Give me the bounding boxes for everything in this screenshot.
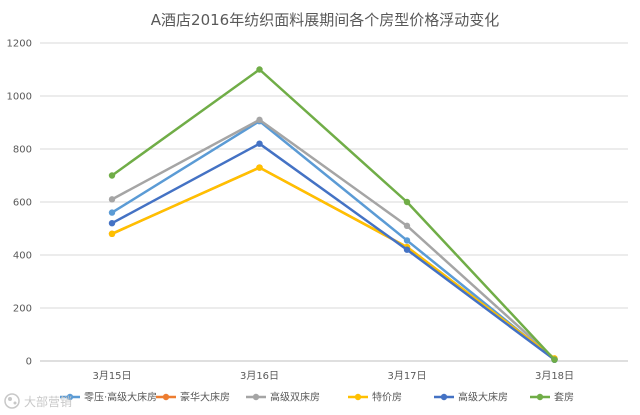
watermark: 大部营销	[4, 393, 72, 409]
legend-label: 套房	[554, 391, 574, 404]
legend-marker	[354, 393, 362, 401]
watermark-text: 大部营销	[24, 394, 72, 409]
watermark-logo-icon	[4, 393, 20, 409]
legend-item: 豪华大床房	[156, 391, 230, 404]
series-line	[111, 119, 556, 361]
x-axis-ticks: 3月15日 3月16日 3月17日 3月18日	[92, 370, 574, 382]
legend-item: 高级双床房	[246, 391, 320, 404]
y-tick-label: 600	[13, 198, 32, 209]
data-point	[403, 198, 411, 206]
data-point	[108, 220, 116, 227]
chart-title: A酒店2016年纺织面料展期间各个房型价格浮动变化	[151, 11, 499, 29]
data-point	[551, 356, 558, 363]
data-point	[256, 164, 263, 171]
y-tick-label: 1000	[7, 92, 32, 103]
series-6	[108, 66, 558, 363]
y-tick-label: 800	[13, 145, 32, 156]
data-point	[403, 246, 411, 253]
legend: 零压·高级大床房 豪华大床房 高级双床房 特价房 高级大床房 套房	[60, 391, 574, 404]
y-tick-label: 1200	[7, 39, 32, 50]
series-line	[111, 118, 556, 360]
legend-label: 高级双床房	[270, 391, 320, 404]
data-point	[256, 116, 263, 124]
legend-item: 特价房	[348, 391, 402, 404]
y-tick-label: 200	[13, 304, 32, 315]
x-tick-label: 3月16日	[240, 370, 279, 382]
data-point	[256, 140, 263, 147]
series-2	[108, 164, 558, 363]
legend-marker	[66, 393, 74, 401]
legend-label: 特价房	[372, 391, 402, 404]
x-tick-label: 3月15日	[92, 370, 131, 382]
data-point	[108, 230, 116, 237]
x-tick-label: 3月18日	[535, 370, 574, 382]
data-point	[256, 66, 263, 73]
data-point	[403, 237, 411, 244]
legend-label: 零压·高级大床房	[84, 391, 157, 404]
series-3	[108, 116, 558, 363]
legend-item: 零压·高级大床房	[60, 391, 157, 404]
legend-marker	[162, 393, 170, 401]
data-point	[108, 196, 116, 203]
data-point	[108, 209, 116, 216]
x-tick-label: 3月17日	[387, 370, 426, 382]
legend-item: 套房	[530, 391, 574, 404]
y-tick-label: 0	[26, 357, 32, 368]
series-4	[108, 164, 558, 362]
legend-item: 高级大床房	[434, 391, 508, 404]
data-point	[108, 172, 116, 179]
series-line	[111, 142, 556, 361]
legend-marker	[252, 393, 260, 401]
legend-marker	[536, 393, 544, 401]
series-line	[111, 166, 556, 360]
data-point	[403, 222, 411, 230]
legend-label: 豪华大床房	[180, 391, 230, 404]
legend-label: 高级大床房	[458, 391, 508, 404]
y-axis-ticks: 0 200 400 600 800 1000 1200	[7, 39, 32, 368]
y-tick-label: 400	[13, 251, 32, 262]
legend-marker	[440, 393, 448, 401]
series-line	[111, 68, 556, 361]
series-1	[108, 117, 558, 363]
grid-layer	[40, 42, 628, 362]
series-layer	[108, 66, 558, 363]
